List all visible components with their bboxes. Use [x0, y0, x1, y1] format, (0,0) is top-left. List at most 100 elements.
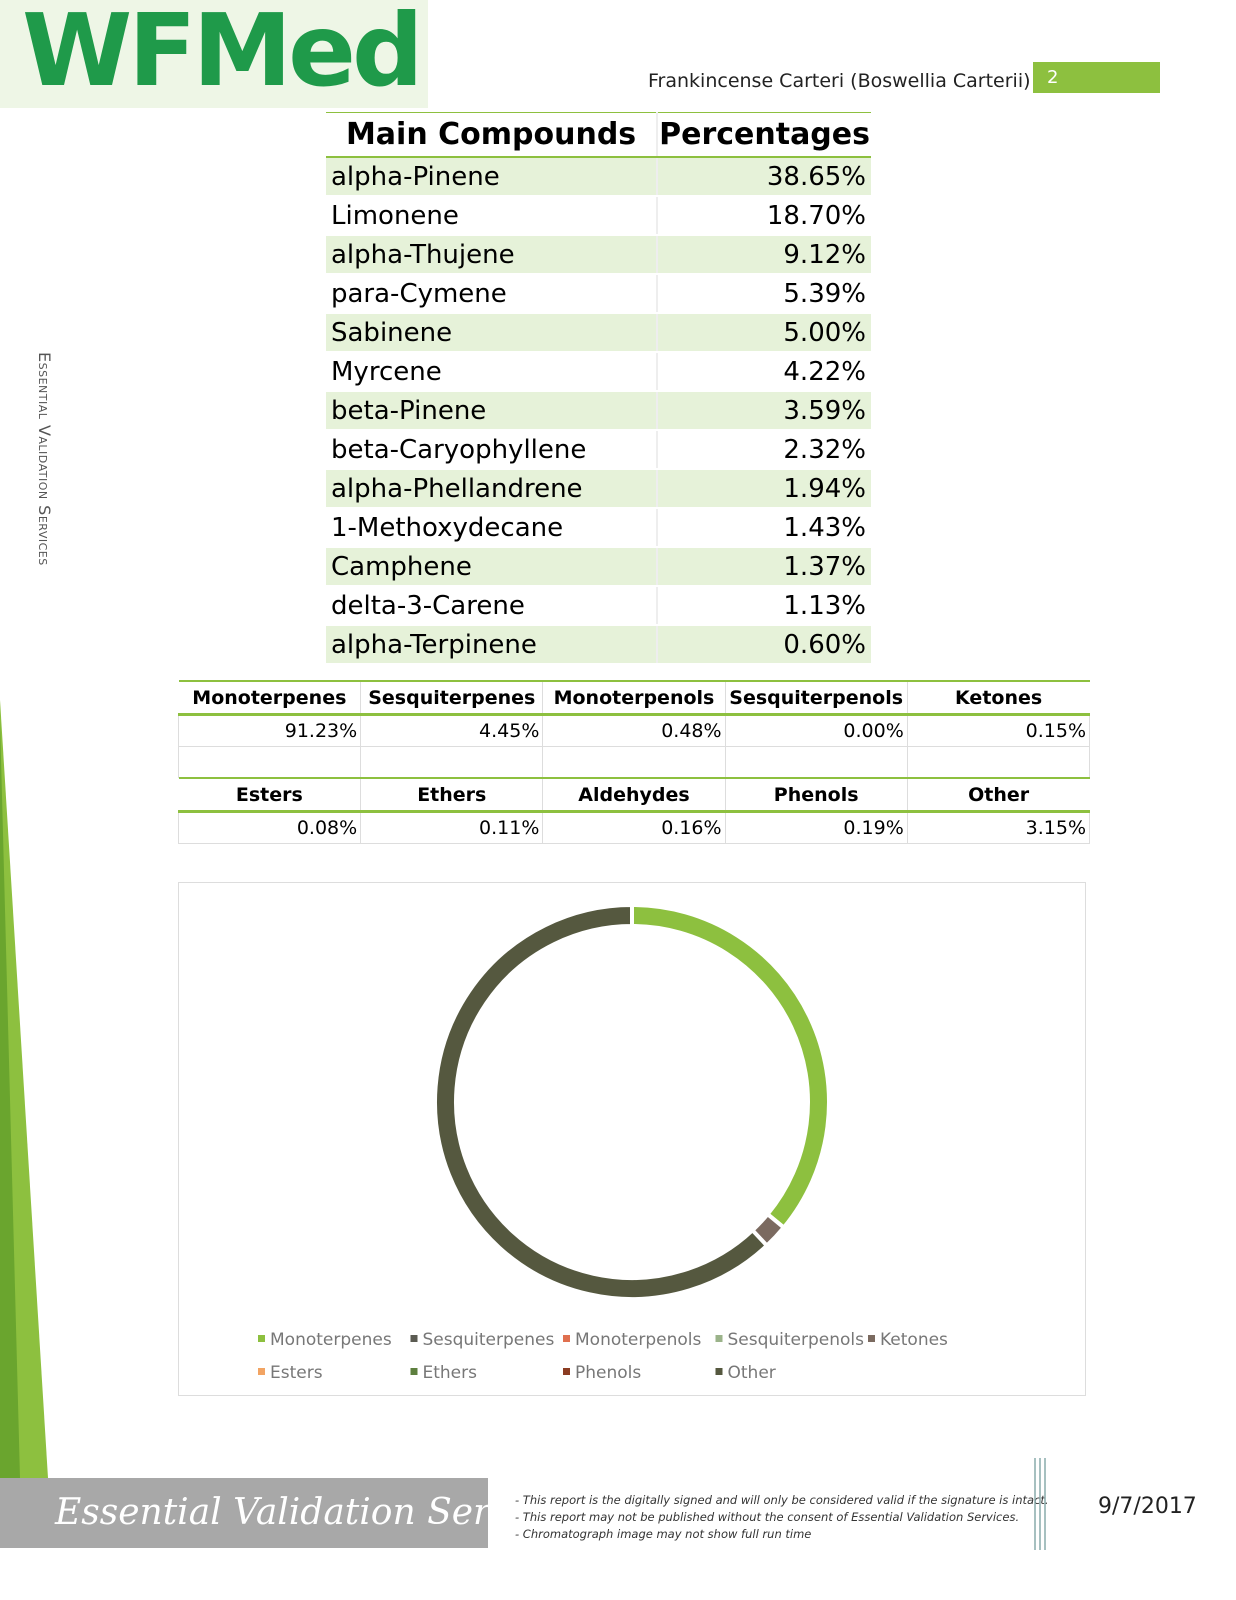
- legend-swatch: [410, 1335, 418, 1342]
- legend-label: Phenols: [575, 1363, 641, 1383]
- table-cell: 4.22%: [656, 352, 871, 392]
- legend-swatch: [563, 1335, 570, 1342]
- table-cell: [360, 746, 544, 778]
- table-cell: 9.12%: [656, 235, 871, 275]
- table-cell: 18.70%: [656, 196, 871, 236]
- footer-note: - This report is the digitally signed an…: [515, 1493, 1049, 1507]
- column-header: Sesquiterpenols: [724, 680, 908, 716]
- table-cell: delta-3-Carene: [326, 586, 658, 626]
- column-header: Phenols: [724, 777, 908, 813]
- table-cell: 0.16%: [542, 811, 726, 844]
- column-header: Other: [906, 777, 1090, 813]
- table-cell: 0.48%: [542, 714, 726, 747]
- table-row: Myrcene 4.22%: [326, 352, 871, 392]
- donut-segment: [630, 902, 831, 1231]
- legend-swatch: [258, 1335, 265, 1342]
- table-row: alpha-Thujene 9.12%: [326, 235, 871, 275]
- column-header: Main Compounds: [326, 112, 658, 158]
- column-header: Ketones: [906, 680, 1090, 716]
- legend-label: Monoterpenols: [575, 1330, 702, 1350]
- table-cell: 0.60%: [656, 625, 871, 665]
- legend-swatch: [563, 1368, 570, 1375]
- divider: [1034, 1458, 1046, 1550]
- table-cell: 38.65%: [656, 157, 871, 197]
- table-cell: [724, 746, 908, 778]
- column-header: Aldehydes: [542, 777, 726, 813]
- table-cell: [177, 746, 362, 778]
- table-cell: 1.94%: [656, 469, 871, 509]
- table-cell: Sabinene: [326, 313, 658, 353]
- legend-label: Ketones: [880, 1330, 948, 1350]
- table-cell: 2.32%: [656, 430, 871, 470]
- side-stripe: [0, 700, 48, 1478]
- table-row: 1-Methoxydecane 1.43%: [326, 508, 871, 548]
- date: 9/7/2017: [1098, 1494, 1197, 1519]
- table-cell: 5.00%: [656, 313, 871, 353]
- table-cell: beta-Caryophyllene: [326, 430, 658, 470]
- logo: WFMed: [0, 0, 428, 109]
- table-cell: alpha-Pinene: [326, 157, 658, 197]
- footer-note: - This report may not be published witho…: [515, 1510, 1020, 1524]
- footer-note: - Chromatograph image may not show full …: [515, 1527, 812, 1541]
- table-row: alpha-Phellandrene 1.94%: [326, 469, 871, 509]
- table-row: alpha-Terpinene 0.60%: [326, 625, 871, 665]
- column-header: Percentages: [656, 112, 871, 158]
- table-row: Camphene 1.37%: [326, 547, 871, 587]
- column-header: Esters: [178, 777, 361, 813]
- table-cell: para-Cymene: [326, 274, 658, 314]
- column-header: Monoterpenols: [542, 680, 726, 716]
- table-row: alpha-Pinene 38.65%: [326, 157, 871, 197]
- table-row: Monoterpenes Sesquiterpenes Monoterpenols S…: [178, 680, 1090, 716]
- column-header: Ethers: [360, 777, 543, 813]
- table-cell: 1.37%: [656, 547, 871, 587]
- legend-label: Esters: [270, 1363, 323, 1383]
- table-row: [177, 746, 1091, 778]
- table-cell: 3.59%: [656, 391, 871, 431]
- legend-swatch: [868, 1335, 875, 1342]
- table-row: 91.23% 4.45% 0.48% 0.00% 0.15%: [177, 714, 1091, 747]
- class-table: Esters Ethers Aldehydes Phenols Other 0.08% 0.…: [177, 777, 1091, 844]
- table-cell: [906, 746, 1091, 778]
- table-row: delta-3-Carene 1.13%: [326, 586, 871, 626]
- table-cell: 0.08%: [177, 811, 362, 844]
- table-cell: 0.19%: [724, 811, 908, 844]
- table-cell: 1.43%: [656, 508, 871, 548]
- chart-box: [178, 882, 1086, 1396]
- main-table: Main Compounds Percentages alpha-Pinene 38.…: [326, 112, 871, 665]
- table-cell: alpha-Thujene: [326, 235, 658, 275]
- legend-label: Sesquiterpenols: [728, 1330, 865, 1350]
- legend-label: Monoterpenes: [270, 1330, 392, 1350]
- column-header: Monoterpenes: [178, 680, 361, 716]
- legend-swatch: [410, 1368, 418, 1375]
- table-cell: 3.15%: [906, 811, 1091, 844]
- legend-swatch: [715, 1368, 723, 1375]
- table-cell: [542, 746, 726, 778]
- column-header: Sesquiterpenes: [360, 680, 543, 716]
- table-row: beta-Pinene 3.59%: [326, 391, 871, 431]
- table-cell: 5.39%: [656, 274, 871, 314]
- footer-brand: Essential Validation Services: [0, 1478, 582, 1548]
- legend-label: Sesquiterpenes: [423, 1330, 555, 1350]
- table-cell: alpha-Terpinene: [326, 625, 658, 665]
- page-number: 2: [1033, 62, 1160, 93]
- table-row: Limonene 18.70%: [326, 196, 871, 236]
- legend-label: Ethers: [423, 1363, 478, 1383]
- table-row: beta-Caryophyllene 2.32%: [326, 430, 871, 470]
- table-cell: beta-Pinene: [326, 391, 658, 431]
- legend-swatch: [715, 1335, 723, 1342]
- table-cell: 1-Methoxydecane: [326, 508, 658, 548]
- class-table: Monoterpenes Sesquiterpenes Monoterpenols S…: [177, 680, 1091, 778]
- logo-text: WFMed: [22, 0, 424, 109]
- legend-swatch: [258, 1368, 265, 1375]
- table-row: 0.08% 0.11% 0.16% 0.19% 3.15%: [177, 811, 1091, 844]
- donut-segment: [433, 902, 770, 1301]
- table-cell: alpha-Phellandrene: [326, 469, 658, 509]
- table-cell: Camphene: [326, 547, 658, 587]
- table-cell: 0.00%: [724, 714, 908, 747]
- table-row: para-Cymene 5.39%: [326, 274, 871, 314]
- table-row: Esters Ethers Aldehydes Phenols Other: [178, 777, 1090, 813]
- doc-title: Frankincense Carteri (Boswellia Carterii…: [648, 70, 1031, 92]
- table-cell: 1.13%: [656, 586, 871, 626]
